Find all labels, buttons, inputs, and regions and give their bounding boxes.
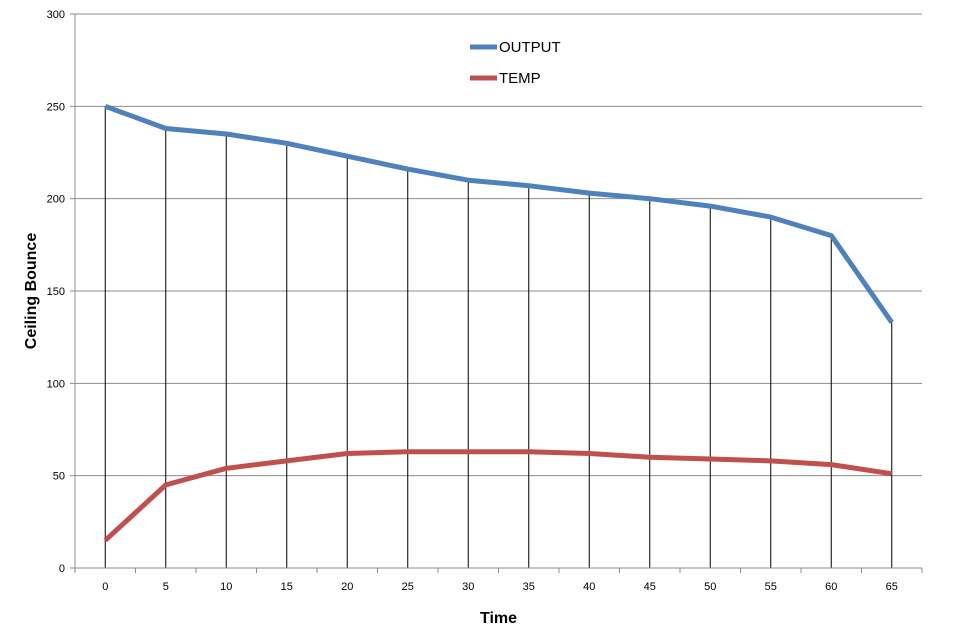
x-tick-label: 15 [281, 581, 293, 593]
x-tick-label: 40 [583, 581, 595, 593]
x-tick-label: 65 [886, 581, 898, 593]
legend-label: OUTPUT [499, 39, 561, 56]
series-line-output [104, 103, 894, 324]
legend: OUTPUT TEMP [470, 39, 561, 87]
series-lines [103, 103, 894, 543]
x-axis-title: Time [480, 610, 517, 627]
grid-lines [75, 13, 922, 477]
x-tick-label: 10 [220, 581, 232, 593]
series-line-temp [103, 449, 893, 543]
y-tick-label: 0 [59, 563, 65, 575]
y-tick-label: 300 [47, 9, 65, 21]
x-tick-label: 60 [825, 581, 837, 593]
x-tick-label: 0 [102, 581, 108, 593]
y-tick-label: 150 [47, 286, 65, 298]
x-tick-label: 50 [704, 581, 716, 593]
y-tick-label: 250 [47, 101, 65, 113]
y-tick-label: 200 [47, 194, 65, 206]
legend-label: TEMP [499, 70, 541, 87]
x-tick-label: 30 [462, 581, 474, 593]
x-tick-label: 20 [341, 581, 353, 593]
x-tick-label: 25 [402, 581, 414, 593]
y-tick-label: 50 [53, 471, 65, 483]
x-tick-label: 35 [523, 581, 535, 593]
x-tick-label: 45 [644, 581, 656, 593]
y-axis-title: Ceiling Bounce [23, 233, 40, 350]
x-tick-label: 55 [765, 581, 777, 593]
y-tick-label: 100 [47, 378, 65, 390]
drop-lines [104, 106, 893, 568]
x-tick-label: 5 [163, 581, 169, 593]
axes: 0 50 100 150 200 250 300 0 5 10 15 20 25 30 35 40 45 50 55… [47, 9, 923, 593]
